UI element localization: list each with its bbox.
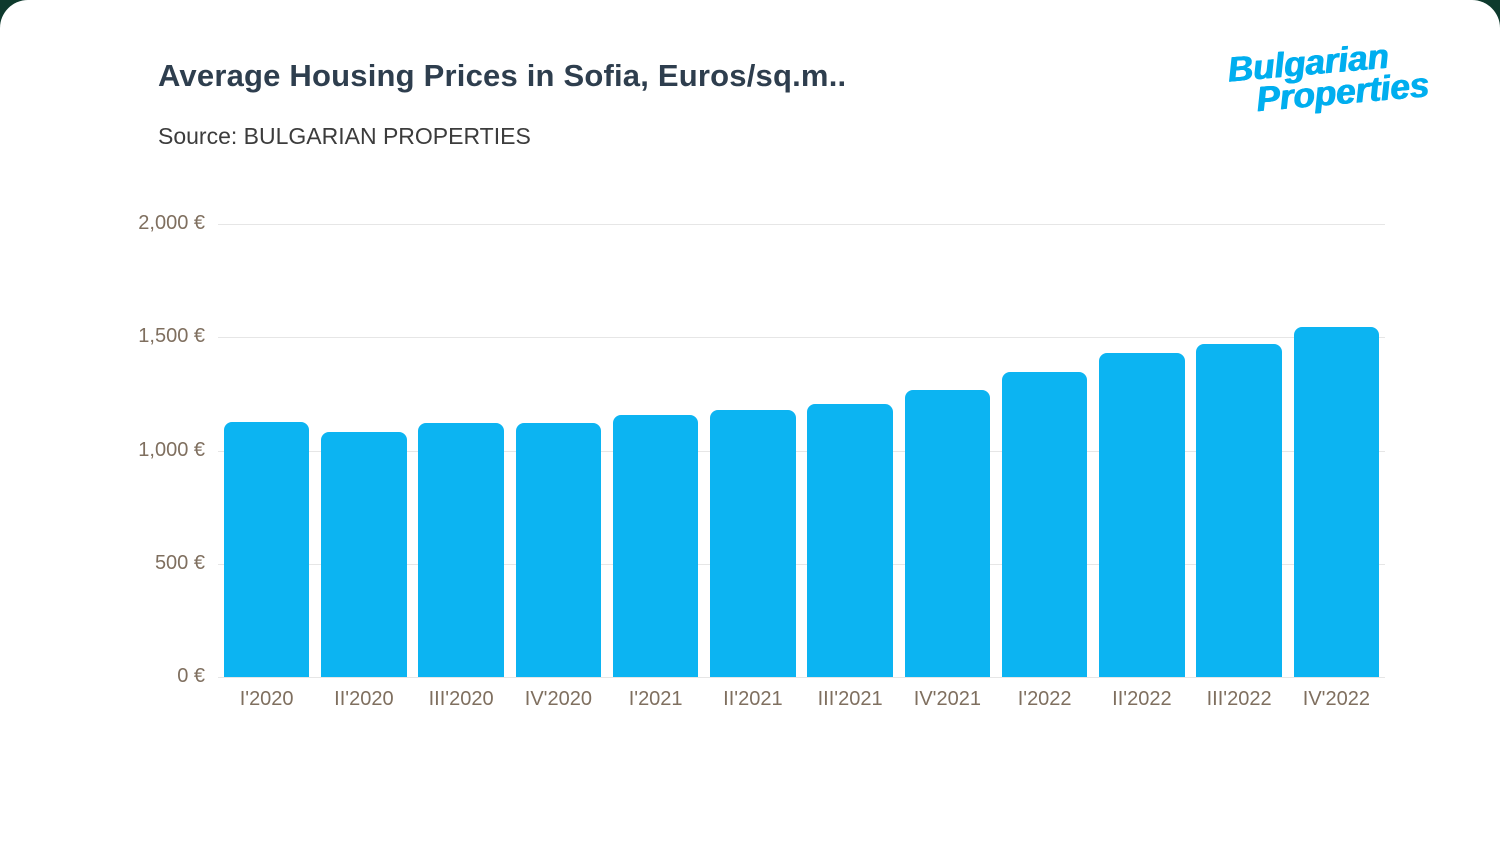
y-axis-label: 0 € (177, 665, 205, 687)
gridline (218, 224, 1385, 225)
bar-II'2021[interactable] (710, 409, 796, 677)
y-axis-label: 2,000 € (138, 212, 205, 234)
x-axis-label: III'2020 (428, 688, 494, 710)
bar-IV'2022[interactable] (1293, 327, 1380, 677)
page-title: Average Housing Prices in Sofia, Euros/s… (158, 58, 847, 93)
plot-area (218, 224, 1385, 678)
bar-slot (1191, 224, 1288, 677)
bar-II'2020[interactable] (321, 432, 407, 677)
gridline (218, 563, 1385, 565)
source-label: Source: BULGARIAN PROPERTIES (158, 123, 531, 149)
bar-slot (510, 224, 607, 677)
bar-III'2022[interactable] (1196, 344, 1282, 677)
bar-slot (1288, 224, 1385, 677)
bar-I'2022[interactable] (1001, 372, 1088, 677)
bar-slot (704, 224, 801, 677)
bar-I'2020[interactable] (223, 422, 310, 677)
bar-slot (1093, 224, 1190, 677)
y-axis-label: 1,000 € (138, 438, 205, 461)
bar-II'2022[interactable] (1099, 353, 1185, 677)
gridline (218, 337, 1385, 339)
bar-slot (996, 224, 1093, 677)
y-axis-label: 1,500 € (138, 325, 205, 348)
x-axis-label: III'2021 (817, 688, 883, 710)
bar-III'2021[interactable] (807, 404, 893, 677)
x-axis-label: I'2022 (1017, 688, 1072, 710)
x-axis-label: IV'2022 (1302, 688, 1370, 710)
bar-slot (413, 224, 510, 677)
bar-slot (802, 224, 899, 677)
x-axis-labels: I'2020 II'2020 III'2020 IV'2020 I'2021 II'202… (218, 688, 1385, 711)
x-axis-label: I'2020 (239, 688, 294, 710)
bar-slot (899, 224, 996, 677)
x-axis-label: II'2022 (1112, 688, 1172, 710)
bar-I'2021[interactable] (612, 415, 699, 677)
x-axis-label: II'2021 (723, 688, 783, 710)
gridline (218, 450, 1385, 452)
bar-series (218, 224, 1385, 677)
x-axis-label: IV'2021 (913, 688, 981, 710)
x-axis-label: I'2021 (628, 688, 683, 710)
gridline (218, 677, 1385, 678)
y-axis-label: 500 € (154, 551, 205, 574)
bar-slot (607, 224, 704, 677)
bulgarian-properties-logo: Bulgarian Properties (1226, 37, 1431, 120)
bar-slot (218, 224, 315, 677)
x-axis-label: IV'2020 (524, 688, 592, 710)
bar-slot (315, 224, 412, 677)
bar-IV'2021[interactable] (904, 390, 991, 677)
bar-III'2020[interactable] (418, 423, 504, 677)
x-axis-label: II'2020 (334, 688, 394, 710)
x-axis-label: III'2022 (1206, 688, 1272, 710)
bar-IV'2020[interactable] (515, 423, 602, 677)
